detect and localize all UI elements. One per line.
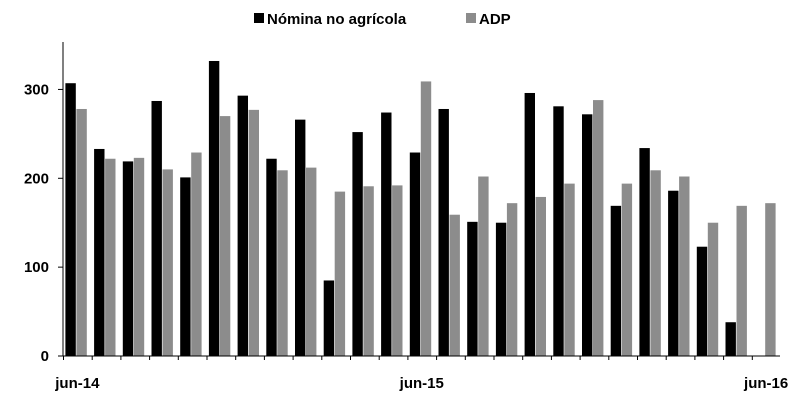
bar-nomina-sep-15: [495, 222, 507, 356]
bar-nomina-feb-15: [295, 119, 306, 356]
bar-nomina-may-16: [725, 322, 736, 356]
bar-nomina-oct-14: [180, 177, 191, 356]
bar-nomina-mar-16: [668, 190, 679, 356]
bar-adp-mar-15: [334, 191, 346, 356]
bar-adp-jul-14: [105, 158, 116, 356]
x-tick-label-jun-15: jun-15: [399, 375, 444, 392]
legend: Nómina no agrícola ADP: [254, 11, 511, 28]
bar-adp-ene-16: [621, 183, 633, 356]
bar-nomina-nov-14: [208, 60, 220, 357]
bar-adp-ene-15: [277, 170, 288, 356]
bar-nomina-ene-15: [266, 158, 277, 356]
y-tick-label-200: 200: [24, 170, 49, 187]
bar-nomina-dic-14: [237, 95, 248, 357]
bar-adp-mar-16: [679, 176, 690, 356]
x-tick-label-jun-16: jun-16: [743, 375, 788, 392]
bar-nomina-jul-15: [438, 108, 449, 356]
bar-adp-dic-14: [248, 109, 259, 357]
y-tick-label-100: 100: [24, 259, 49, 276]
bar-adp-may-15: [392, 185, 403, 356]
legend-swatch-nomina: [254, 13, 264, 23]
legend-swatch-adp: [466, 13, 476, 23]
bar-adp-feb-16: [650, 170, 661, 356]
bars-group: [65, 60, 776, 357]
bar-adp-may-16: [736, 205, 747, 356]
bar-nomina-mar-15: [323, 280, 335, 356]
bar-adp-jul-15: [449, 214, 460, 356]
bar-nomina-ago-15: [467, 221, 478, 356]
bar-nomina-abr-16: [696, 246, 708, 356]
legend-label-adp: ADP: [479, 11, 511, 28]
bar-nomina-jun-14: [65, 83, 76, 357]
bar-adp-dic-15: [593, 100, 604, 356]
bar-adp-nov-14: [219, 116, 231, 356]
bar-adp-jun-15: [420, 81, 432, 357]
y-tick-label-300: 300: [24, 81, 49, 98]
bar-adp-feb-15: [306, 167, 317, 356]
bar-adp-ago-14: [133, 157, 145, 356]
bar-nomina-jul-14: [94, 148, 105, 356]
bar-nomina-dic-15: [582, 114, 593, 356]
axes-group: 0 100 200 300 jun-14 jun-15 jun-16: [24, 42, 788, 392]
bar-adp-ago-15: [478, 176, 489, 356]
bar-nomina-feb-16: [639, 148, 650, 356]
legend-label-nomina: Nómina no agrícola: [267, 11, 407, 28]
bar-nomina-abr-15: [352, 132, 363, 356]
bar-nomina-jun-15: [409, 152, 421, 356]
bar-adp-sep-14: [162, 169, 173, 356]
bar-nomina-ago-14: [122, 161, 134, 356]
bar-adp-oct-14: [191, 152, 202, 356]
bar-nomina-may-15: [381, 112, 392, 356]
bar-nomina-nov-15: [553, 106, 564, 356]
bar-adp-jun-16: [765, 203, 776, 356]
bar-adp-oct-15: [535, 196, 546, 356]
bar-adp-abr-15: [363, 186, 374, 356]
bar-adp-sep-15: [506, 203, 518, 356]
x-tick-label-jun-14: jun-14: [54, 375, 100, 392]
bar-nomina-ene-16: [610, 205, 622, 356]
bar-nomina-sep-14: [151, 100, 162, 356]
y-tick-label-0: 0: [41, 348, 49, 365]
bar-adp-abr-16: [707, 222, 719, 356]
bar-adp-jun-14: [76, 108, 87, 356]
bar-nomina-oct-15: [524, 92, 535, 356]
bar-adp-nov-15: [564, 183, 575, 356]
